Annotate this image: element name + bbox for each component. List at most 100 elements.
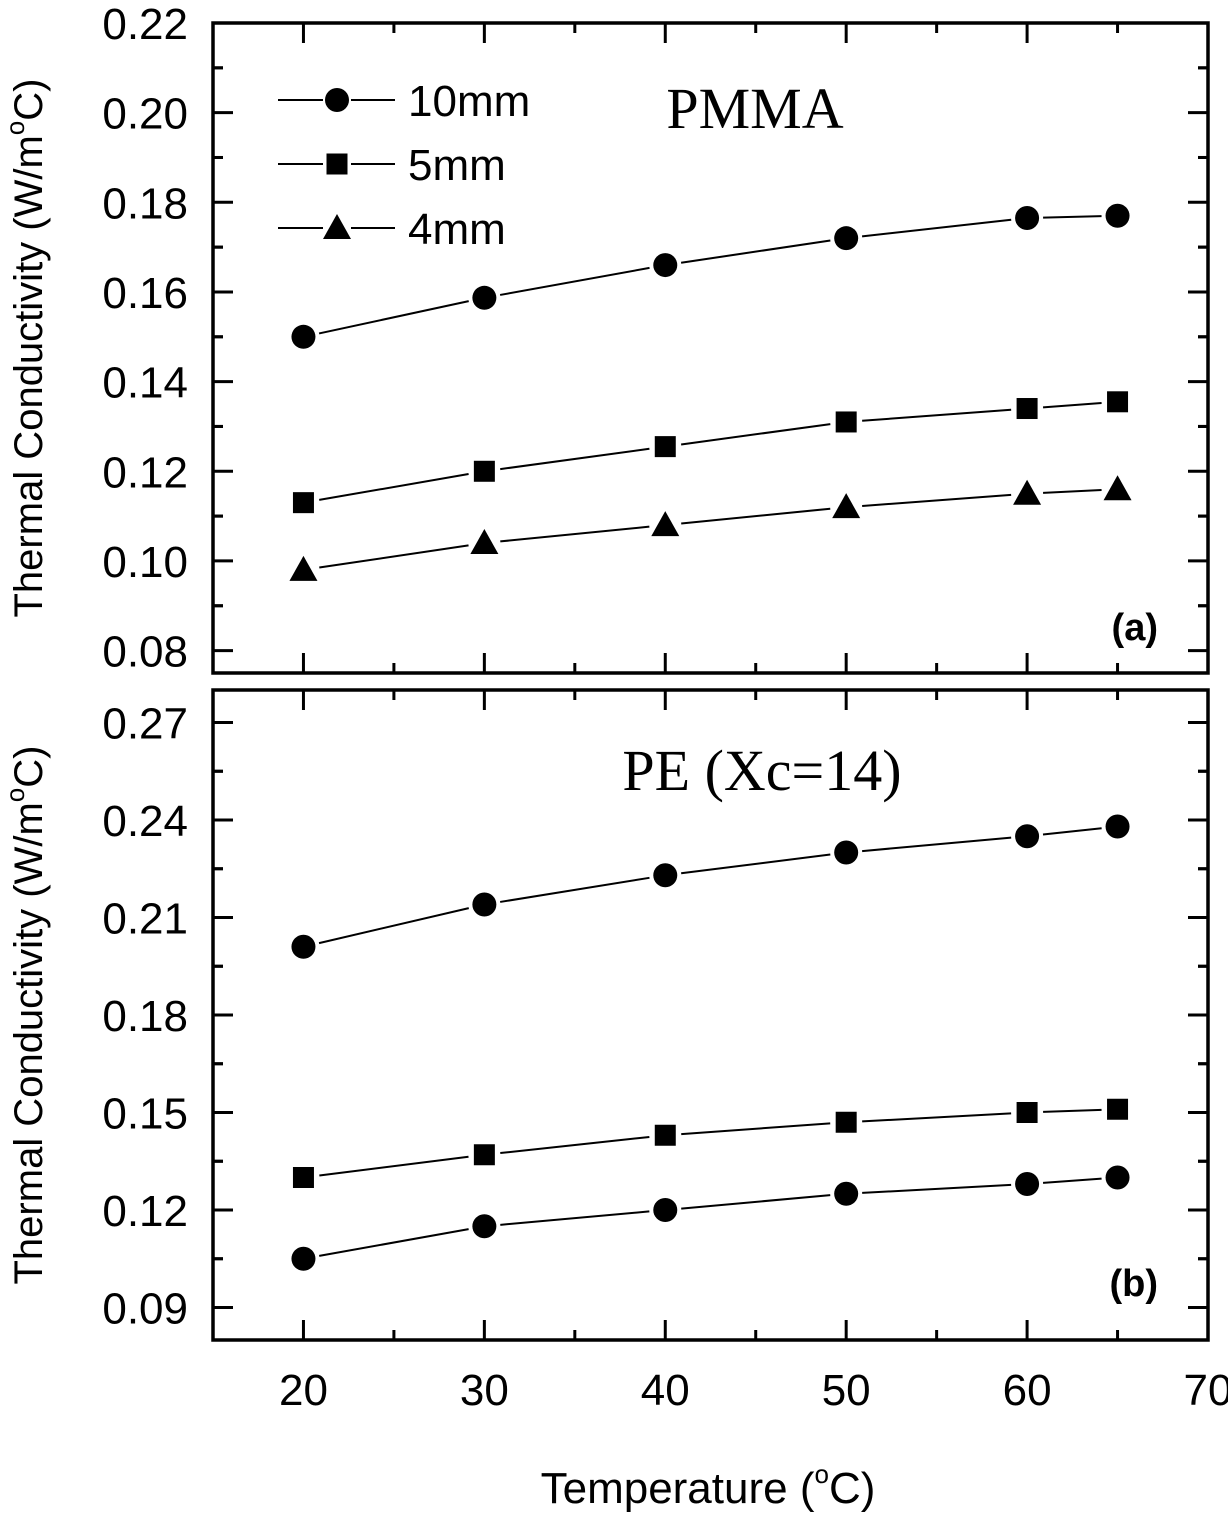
series-segment: [318, 907, 470, 945]
data-point: [653, 253, 678, 278]
x-tick-label: 40: [641, 1366, 690, 1415]
series-10mm: [291, 203, 1130, 349]
y-tick-label: 0.16: [102, 269, 188, 318]
series-segment: [499, 266, 650, 296]
series-segment: [318, 300, 469, 335]
data-point: [653, 863, 678, 888]
legend-item: 10mm: [278, 77, 530, 126]
data-point: [291, 324, 316, 349]
series-segment: [862, 493, 1012, 507]
y-tick-label: 0.12: [102, 448, 188, 497]
series-segment: [319, 1155, 469, 1177]
panel-b: 20 30 40 50 60 70 0.09 0.12 0.15 0.18 0.21 0.24 0.27…: [0, 688, 1228, 1415]
series-4mm: [289, 475, 1132, 581]
data-point: [292, 492, 314, 514]
series-segment: [861, 218, 1012, 238]
x-tick-label: 50: [822, 1366, 871, 1415]
legend-marker: [326, 153, 348, 175]
series-segment: [1043, 1108, 1102, 1113]
data-point: [654, 436, 676, 458]
data-point: [470, 529, 499, 554]
x-tick-label: 30: [460, 1366, 509, 1415]
series-segment: [1043, 215, 1102, 219]
series-segment: [499, 876, 650, 903]
data-point: [291, 934, 316, 959]
y-tick-label: 0.12: [102, 1187, 188, 1236]
series-10mm: [291, 814, 1130, 959]
legend-label: 5mm: [408, 141, 506, 190]
data-point: [1015, 824, 1040, 849]
data-point: [832, 493, 861, 519]
series-segment: [1042, 827, 1102, 836]
x-tick-label: 60: [1003, 1366, 1052, 1415]
panel-label: (b): [1109, 1263, 1158, 1305]
series-segment: [862, 1112, 1012, 1123]
y-tick-label: 0.08: [102, 628, 188, 677]
series-segment: [500, 1135, 650, 1155]
x-axis-title: Temperature (oC): [541, 1459, 876, 1513]
y-tick-label: 0.15: [102, 1090, 188, 1139]
panel-title: PMMA: [666, 76, 843, 141]
data-point: [835, 1111, 857, 1133]
y-tick-label: 0.10: [102, 538, 188, 587]
series-segment: [319, 544, 469, 569]
legend-label: 4mm: [408, 205, 506, 254]
series-segment: [500, 525, 650, 543]
data-point: [1107, 391, 1129, 413]
data-point: [1016, 1102, 1038, 1123]
x-tick-label: 20: [279, 1366, 328, 1415]
series-segment: [681, 507, 831, 525]
panel-a: 0.08 0.10 0.12 0.14 0.16 0.18 0.20 0.22 Thermal …: [0, 0, 1210, 677]
x-tick-label: 70: [1184, 1366, 1228, 1415]
y-tick-label: 0.22: [102, 0, 188, 49]
data-point: [292, 1167, 314, 1188]
y-tick-label: 0.20: [102, 90, 188, 139]
data-point: [654, 1124, 676, 1146]
series-segment: [681, 1194, 831, 1210]
data-point: [473, 460, 495, 482]
data-point: [1016, 398, 1038, 420]
y-tick-label: 0.24: [102, 797, 188, 846]
series-segment: [680, 423, 831, 446]
series-segment: [681, 1122, 831, 1136]
data-point: [1107, 1098, 1129, 1120]
y-tick-label: 0.14: [102, 359, 188, 408]
data-point: [1015, 206, 1040, 230]
series-segment: [1042, 1177, 1102, 1184]
y-tick-label: 0.18: [102, 992, 188, 1041]
data-point: [835, 411, 857, 433]
y-tick-label: 0.18: [102, 179, 188, 228]
series-4mm: [291, 1165, 1130, 1271]
series-segment: [862, 1183, 1012, 1194]
data-point: [1015, 1172, 1040, 1196]
series-5mm: [292, 1098, 1129, 1188]
data-point: [1105, 203, 1130, 228]
legend-item: 5mm: [278, 141, 506, 190]
data-point: [834, 226, 859, 251]
legend-marker: [325, 88, 349, 112]
data-point: [834, 840, 859, 865]
series-segment: [1042, 401, 1102, 409]
data-point: [834, 1181, 859, 1206]
series-segment: [500, 1210, 650, 1226]
series-segment: [319, 1228, 469, 1257]
data-point: [1105, 1165, 1130, 1190]
data-point: [472, 892, 497, 917]
data-point: [472, 1214, 497, 1239]
series-segment: [862, 408, 1012, 422]
data-point: [653, 1198, 678, 1222]
y-axis-title: Thermal Conductivity (W/moC): [0, 79, 51, 618]
data-point: [1105, 814, 1130, 839]
series-segment: [1043, 489, 1102, 494]
series-5mm: [292, 391, 1129, 514]
panel-label: (a): [1112, 607, 1158, 649]
series-segment: [500, 447, 650, 471]
y-tick-label: 0.09: [102, 1285, 188, 1334]
y-tick-label: 0.27: [102, 700, 188, 749]
data-point: [651, 511, 680, 537]
data-point: [289, 555, 318, 581]
y-axis-title: Thermal Conductivity (W/moC): [0, 746, 51, 1285]
plot-frame: [211, 21, 1210, 675]
data-point: [291, 1246, 316, 1271]
